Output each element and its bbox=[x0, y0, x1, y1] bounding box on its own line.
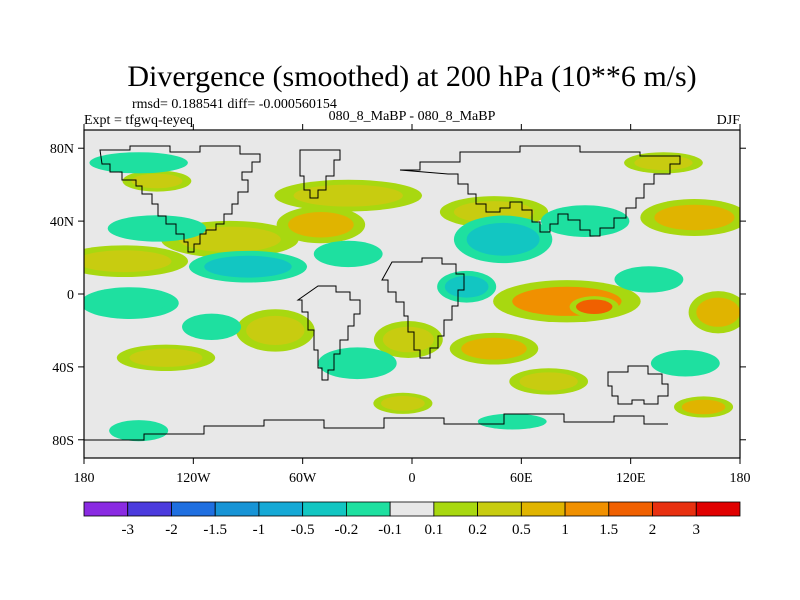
colorbar-swatch bbox=[564, 501, 610, 517]
colorbar-label: 1 bbox=[561, 522, 569, 538]
colorbar-label: -0.2 bbox=[335, 522, 359, 538]
colorbar-label: 2 bbox=[649, 522, 657, 538]
colorbar-label: -1.5 bbox=[203, 522, 227, 538]
x-tick-label: 0 bbox=[409, 471, 416, 486]
positive-divergence bbox=[654, 204, 735, 231]
colorbar-label: 0.5 bbox=[512, 522, 531, 538]
coastline-antarctica bbox=[84, 413, 668, 441]
x-axis: 180 120W 60W 0 60E 120E 180 bbox=[74, 124, 751, 486]
colorbar-swatch bbox=[520, 501, 566, 517]
colorbar-swatch bbox=[302, 501, 347, 517]
colorbar-swatch bbox=[695, 501, 741, 517]
colorbar-label: -1 bbox=[253, 522, 266, 538]
colorbar-label: -2 bbox=[165, 522, 178, 538]
negative-divergence bbox=[659, 354, 711, 373]
colorbar-swatch bbox=[171, 501, 216, 517]
colorbar-swatch bbox=[83, 501, 129, 517]
positive-divergence bbox=[382, 326, 434, 353]
colorbar-label: -0.5 bbox=[291, 522, 315, 538]
x-tick-label: 120W bbox=[176, 471, 211, 486]
coastline-africa bbox=[381, 257, 465, 359]
colorbar-swatch bbox=[345, 501, 391, 517]
negative-divergence bbox=[322, 244, 374, 264]
positive-divergence bbox=[681, 399, 726, 415]
negative-divergence bbox=[93, 292, 166, 315]
y-tick-label: 0 bbox=[67, 288, 74, 303]
positive-divergence bbox=[519, 372, 578, 391]
x-tick-label: 60E bbox=[510, 471, 533, 486]
colorbar-label: 0.1 bbox=[424, 522, 443, 538]
colorbar-swatch bbox=[214, 501, 260, 517]
positive-divergence bbox=[246, 315, 305, 346]
coastline-australia bbox=[607, 365, 669, 405]
colorbar-label: 3 bbox=[693, 522, 701, 538]
x-tick-label: 60W bbox=[289, 471, 317, 486]
positive-divergence bbox=[696, 297, 740, 327]
colorbar: -3 -2 -1.5 -1 -0.5 -0.2 -0.1 0.1 0.2 0.5 1 1.5 2 3 bbox=[83, 501, 741, 538]
colorbar-label: 1.5 bbox=[599, 522, 618, 538]
negative-divergence bbox=[623, 270, 675, 289]
coastline-greenland bbox=[299, 149, 341, 199]
colorbar-swatch bbox=[433, 501, 479, 517]
stats-text: rmsd= 0.188541 diff= -0.000560154 bbox=[132, 97, 337, 112]
x-tick-label: 180 bbox=[730, 471, 751, 486]
left-label: Expt = tfgwq-teyeq bbox=[84, 113, 193, 128]
colorbar-swatch bbox=[389, 501, 435, 517]
y-tick-label: 40S bbox=[52, 361, 74, 376]
y-tick-label: 80N bbox=[50, 142, 74, 157]
coastlines bbox=[84, 145, 681, 441]
x-tick-label: 180 bbox=[74, 471, 95, 486]
colorbar-label: -0.1 bbox=[378, 522, 402, 538]
negative-divergence bbox=[552, 210, 618, 233]
colorbar-label: -3 bbox=[121, 522, 134, 538]
negative-divergence bbox=[328, 352, 387, 375]
negative-divergence bbox=[486, 416, 538, 428]
y-axis: 80N 40N 0 40S 80S bbox=[50, 142, 746, 449]
negative-divergence bbox=[120, 219, 194, 238]
positive-divergence bbox=[461, 337, 527, 360]
contour-fields bbox=[84, 152, 740, 442]
negative-divergence bbox=[466, 222, 540, 256]
center-label: 080_8_MaBP - 080_8_MaBP bbox=[329, 109, 496, 124]
coastline-north-america bbox=[99, 145, 261, 253]
colorbar-swatch bbox=[127, 501, 172, 517]
positive-divergence bbox=[129, 348, 203, 367]
x-tick-label: 120E bbox=[616, 471, 646, 486]
coastline-eurasia bbox=[399, 145, 681, 237]
colorbar-swatch bbox=[652, 501, 697, 517]
coastline-south-america bbox=[296, 285, 361, 381]
chart-title: Divergence (smoothed) at 200 hPa (10**6 … bbox=[127, 60, 696, 93]
negative-divergence bbox=[102, 155, 176, 171]
positive-divergence bbox=[84, 250, 172, 273]
y-tick-label: 80S bbox=[52, 434, 74, 449]
negative-divergence bbox=[204, 255, 292, 278]
positive-divergence bbox=[634, 155, 693, 171]
colorbar-swatch bbox=[477, 501, 522, 517]
positive-divergence bbox=[381, 396, 425, 411]
positive-divergence bbox=[131, 173, 183, 189]
y-tick-label: 40N bbox=[50, 215, 74, 230]
colorbar-swatch bbox=[608, 501, 653, 517]
negative-divergence bbox=[116, 423, 161, 438]
negative-divergence bbox=[444, 275, 489, 298]
colorbar-swatch bbox=[258, 501, 304, 517]
positive-divergence bbox=[576, 299, 613, 315]
right-label: DJF bbox=[717, 113, 741, 128]
negative-divergence bbox=[189, 317, 234, 336]
positive-divergence bbox=[178, 226, 281, 253]
colorbar-label: 0.2 bbox=[468, 522, 487, 538]
positive-divergence bbox=[288, 212, 354, 238]
